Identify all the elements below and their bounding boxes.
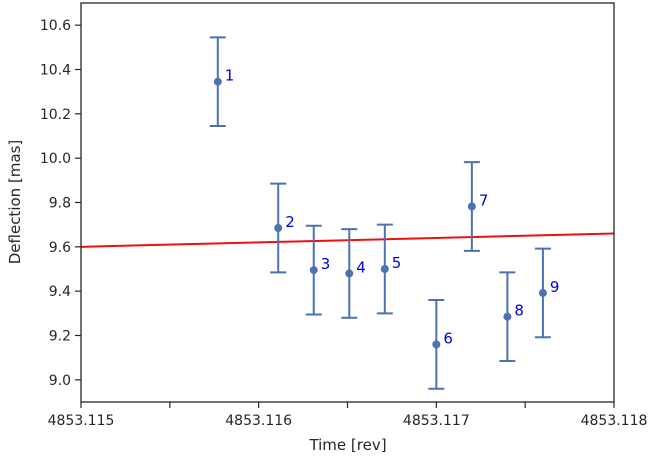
y-tick-label-0: 9.0 [49, 373, 71, 389]
x-axis-label: Time [rev] [308, 436, 386, 454]
plot-frame [80, 2, 615, 403]
y-tick-label-3: 9.6 [49, 240, 71, 256]
y-tick-label-7: 10.4 [40, 63, 71, 79]
point-label-2: 2 [285, 213, 295, 231]
point-label-6: 6 [443, 329, 453, 347]
data-point-8 [503, 312, 512, 321]
data-point-4 [345, 269, 354, 278]
point-label-3: 3 [321, 255, 331, 273]
point-label-8: 8 [514, 302, 524, 320]
y-tick-label-1: 9.2 [49, 329, 71, 345]
point-label-9: 9 [550, 278, 560, 296]
y-tick-label-8: 10.6 [40, 18, 71, 34]
data-point-6 [432, 340, 441, 349]
data-point-1 [213, 77, 222, 86]
data-point-7 [467, 202, 476, 211]
y-tick-label-2: 9.4 [49, 284, 71, 300]
point-label-5: 5 [392, 254, 402, 272]
point-label-1: 1 [225, 67, 235, 85]
y-tick-label-6: 10.2 [40, 107, 71, 123]
y-axis-label: Deflection [mas] [6, 140, 24, 265]
data-point-5 [380, 265, 389, 273]
x-tick-label-6: 4853.118 [581, 413, 648, 429]
x-tick-label-0: 4853.115 [48, 413, 115, 429]
y-tick-label-4: 9.8 [49, 196, 71, 212]
point-label-4: 4 [356, 258, 366, 276]
y-tick-label-5: 10.0 [40, 151, 71, 167]
data-point-9 [538, 288, 547, 297]
x-tick-label-4: 4853.117 [403, 413, 470, 429]
fit-line [80, 232, 615, 248]
x-tick-label-2: 4853.116 [225, 413, 292, 429]
point-label-7: 7 [479, 191, 489, 209]
data-point-2 [274, 223, 283, 232]
data-point-3 [309, 266, 318, 275]
